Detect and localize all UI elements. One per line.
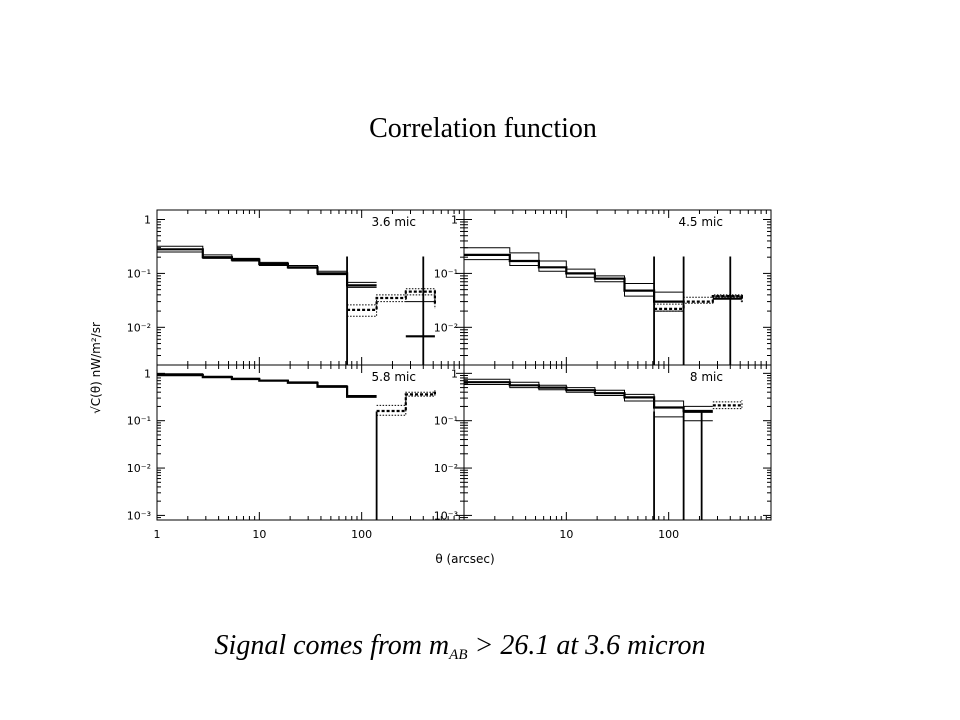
series-2-dotted xyxy=(376,393,436,416)
y-tick-label: 1 xyxy=(144,367,151,380)
y-tick-label: 10⁻¹ xyxy=(434,267,458,280)
chart-panels: 3.6 mic 1 10⁻¹ 10⁻² 4.5 mic 1 10⁻¹ 10⁻² 5.8 mic 1… xyxy=(127,209,772,541)
series-5-dotted xyxy=(712,400,743,403)
series-4-dotted-bold xyxy=(376,391,436,413)
panel-3.6-mic: 3.6 mic 1 10⁻¹ 10⁻² xyxy=(127,209,465,366)
x-tick-label: 100 xyxy=(658,528,679,541)
y-tick-label: 1 xyxy=(144,213,151,226)
y-tick-label: 10⁻³ xyxy=(127,509,151,522)
y-tick-label: 1 xyxy=(451,213,458,226)
caption-prefix: Signal comes from m xyxy=(214,630,450,661)
x-tick-label: 10 xyxy=(559,528,573,541)
panel-frame xyxy=(463,364,772,521)
y-tick-label: 10⁻¹ xyxy=(127,415,151,428)
panel-label: 3.6 mic xyxy=(371,215,416,229)
caption-subscript: AB xyxy=(449,647,468,663)
panel-label: 8 mic xyxy=(690,370,723,384)
series-6-dotted xyxy=(654,294,743,305)
series-0-solid xyxy=(157,373,377,396)
x-tick-label: 100 xyxy=(351,528,372,541)
y-tick-label: 1 xyxy=(451,367,458,380)
panel-frame xyxy=(463,209,772,366)
x-tick-label: 10 xyxy=(252,528,266,541)
x-axis-label: θ (arcsec) xyxy=(435,552,494,566)
y-tick-label: 10⁻¹ xyxy=(127,267,151,280)
caption-suffix: > 26.1 at 3.6 micron xyxy=(467,630,706,661)
x-tick-label: 1 xyxy=(154,528,161,541)
series-1-solid-bold xyxy=(464,381,713,413)
series-1-solid-bold xyxy=(157,248,377,287)
y-tick-label: 10⁻³ xyxy=(434,509,458,522)
y-axis-label: √C(θ) nW/m²/sr xyxy=(89,322,103,414)
series-2-solid xyxy=(157,251,377,288)
series-2-solid xyxy=(464,384,713,422)
panel-label: 4.5 mic xyxy=(678,215,723,229)
y-tick-label: 10⁻² xyxy=(434,462,458,475)
series-3-dotted xyxy=(376,389,436,406)
panel-label: 5.8 mic xyxy=(371,370,416,384)
series-0-solid xyxy=(157,245,377,283)
series-0-solid xyxy=(464,247,684,293)
y-tick-label: 10⁻² xyxy=(127,321,151,334)
series-7-dotted-bold xyxy=(347,290,436,311)
series-6-dotted-bold xyxy=(712,403,743,407)
slide-title: Correlation function xyxy=(369,113,597,144)
series-7-dotted-bold xyxy=(654,295,743,310)
slide-caption: Signal comes from mAB > 26.1 at 3.6 micr… xyxy=(0,630,920,664)
y-tick-label: 10⁻¹ xyxy=(434,415,458,428)
series-2-solid xyxy=(464,259,684,312)
series-5-dotted xyxy=(347,294,436,317)
series-0-solid xyxy=(464,378,713,407)
series-1-solid-bold xyxy=(464,253,684,303)
panel-frame xyxy=(156,364,465,521)
series-4-dotted xyxy=(712,406,743,410)
panel-frame xyxy=(156,209,465,366)
series-5-dotted xyxy=(654,296,743,312)
panel-8-mic: 8 mic 1 10⁻¹ 10⁻² 10⁻³ 10 100 xyxy=(434,364,772,541)
series-1-solid-bold xyxy=(157,374,377,398)
y-tick-label: 10⁻² xyxy=(127,462,151,475)
panel-4.5-mic: 4.5 mic 1 10⁻¹ 10⁻² xyxy=(434,209,772,366)
y-tick-label: 10⁻² xyxy=(434,321,458,334)
